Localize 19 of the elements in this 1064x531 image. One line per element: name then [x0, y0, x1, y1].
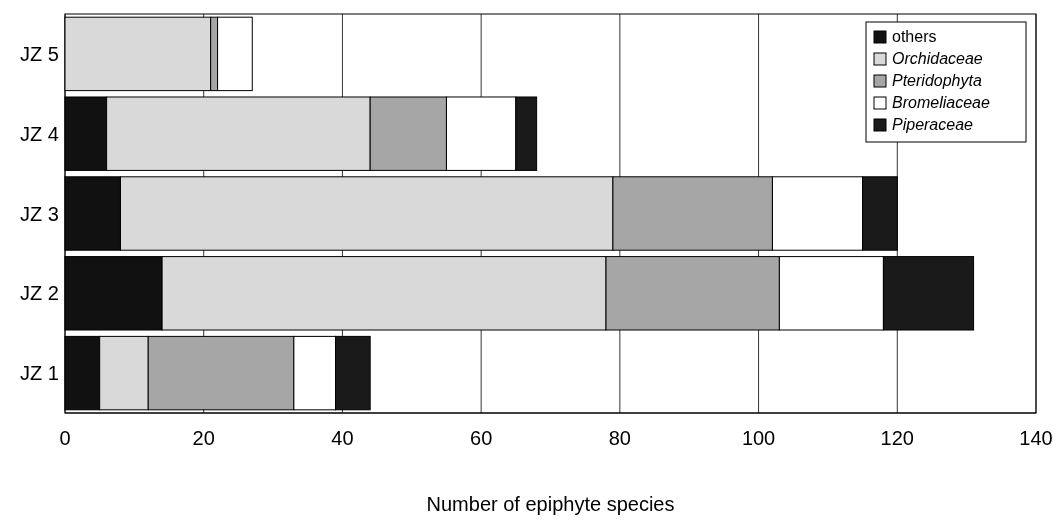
legend-label: Orchidaceae [892, 50, 983, 67]
x-tick-label: 60 [470, 427, 493, 449]
y-tick-label: JZ 3 [20, 202, 59, 225]
y-tick-label: JZ 1 [20, 362, 59, 385]
x-axis-title: Number of epiphyte species [426, 493, 675, 515]
x-tick-label: 120 [880, 427, 914, 449]
x-tick-label: 80 [608, 427, 631, 449]
x-tick-label: 0 [59, 427, 71, 449]
y-tick-label: JZ 2 [20, 282, 59, 305]
legend-label: Bromeliaceae [892, 94, 990, 111]
x-tick-label: 100 [741, 427, 776, 449]
legend-label: Pteridophyta [892, 72, 982, 89]
legend-label: Piperaceae [892, 116, 974, 133]
legend-label: others [892, 28, 937, 45]
y-tick-label: JZ 4 [20, 122, 59, 145]
x-tick-label: 40 [331, 427, 354, 449]
y-tick-label: JZ 5 [20, 42, 59, 65]
x-tick-label: 20 [192, 427, 215, 449]
x-tick-label: 140 [1019, 427, 1053, 449]
